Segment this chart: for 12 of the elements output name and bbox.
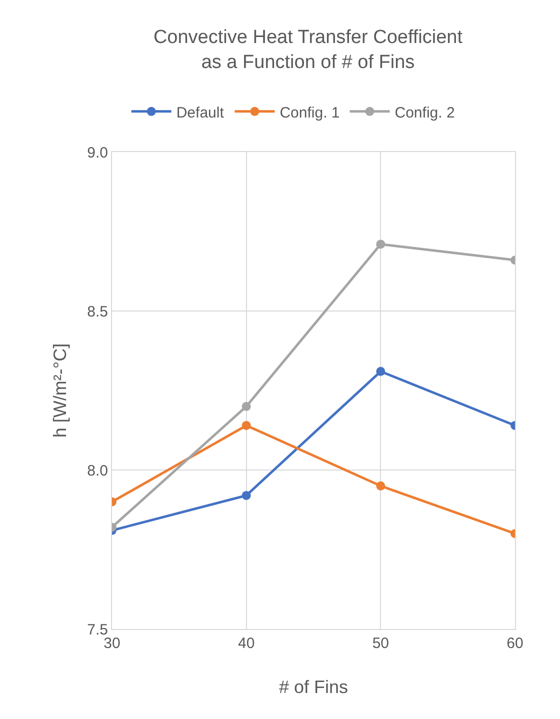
y-tick-label: 8.5 bbox=[87, 303, 108, 320]
x-tick-label: 50 bbox=[372, 635, 390, 652]
legend-label: Config. 1 bbox=[280, 104, 340, 122]
y-axis-title: h [W/m²-°C] bbox=[50, 343, 70, 438]
chart-title: Convective Heat Transfer Coefficient as a Function of # of Fins bbox=[153, 27, 464, 73]
legend-label: Config. 2 bbox=[394, 104, 455, 122]
y-tick-label: 8.0 bbox=[87, 462, 108, 480]
y-tick-label: 9.0 bbox=[87, 144, 108, 162]
x-axis-title: # of Fins bbox=[278, 677, 348, 697]
x-tick-label: 60 bbox=[506, 635, 524, 652]
legend-label: Default bbox=[176, 104, 225, 122]
x-tick-label: 40 bbox=[238, 635, 255, 652]
